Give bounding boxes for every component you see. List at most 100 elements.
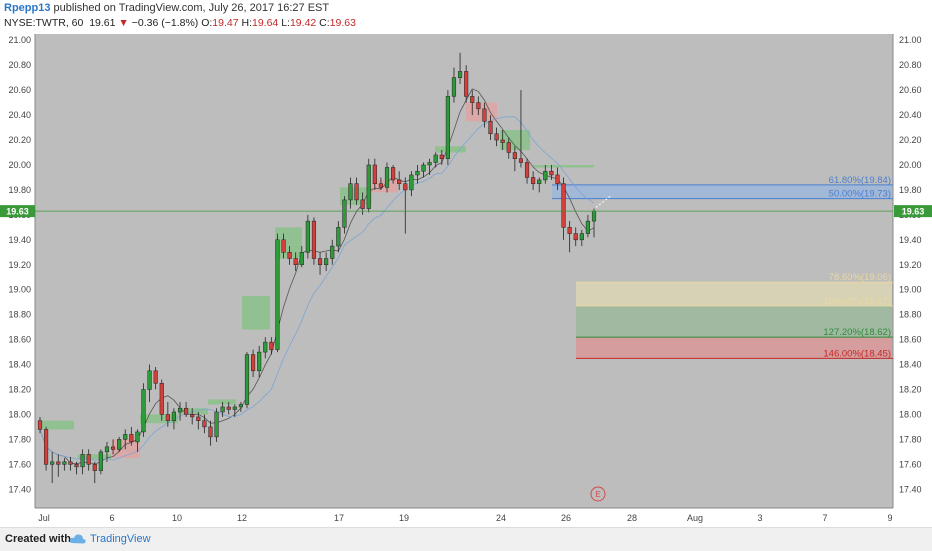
open-label: O: <box>201 17 213 29</box>
candle-body <box>50 461 55 465</box>
candle-body <box>56 461 61 465</box>
candle-body <box>415 170 420 176</box>
candle-body <box>543 170 548 181</box>
fib-zone-green <box>576 305 892 338</box>
candle-body <box>579 233 584 241</box>
ma-slow-line <box>39 116 595 461</box>
candle-body <box>257 351 262 372</box>
y-tick-label-right: 18.00 <box>899 409 922 419</box>
last-price: 19.61 <box>89 17 116 29</box>
x-tick-label: 10 <box>172 513 182 523</box>
candle-body <box>397 179 402 184</box>
candle-body <box>275 239 280 350</box>
candle-body <box>500 139 505 143</box>
earnings-icon-glyph: E <box>595 490 600 499</box>
down-arrow-icon: ▼ <box>118 17 129 29</box>
candle-body <box>287 252 292 259</box>
candle-body <box>488 121 493 135</box>
y-tick-label-right: 19.00 <box>899 285 922 295</box>
zone-box <box>242 295 270 330</box>
candle-body <box>330 245 335 259</box>
y-tick-label-left: 21.00 <box>8 35 31 45</box>
publish-line: Rpepp13 published on TradingView.com, Ju… <box>4 2 329 14</box>
zone-box <box>435 146 466 153</box>
candle-body <box>591 210 597 222</box>
low-value: 19.42 <box>289 17 317 29</box>
y-tick-label-right: 19.20 <box>899 260 922 270</box>
y-tick-label-right: 21.00 <box>899 35 922 45</box>
y-tick-label-right: 18.20 <box>899 385 922 395</box>
candle-body <box>366 164 371 209</box>
y-tick-label-left: 19.80 <box>8 185 31 195</box>
fib-level-label: 78.60%(19.06) <box>829 272 891 283</box>
x-tick-label: 24 <box>496 513 506 523</box>
candle-body <box>305 220 310 253</box>
price-change: −0.36 (−1.8%) <box>131 17 199 29</box>
x-tick-label: 28 <box>627 513 637 523</box>
candle-body <box>317 258 323 266</box>
y-tick-label-left: 18.60 <box>8 335 31 345</box>
price-chart[interactable]: 21.00 21.00 20.80 20.80 20.60 20.60 20.40 20.40… <box>0 30 932 526</box>
y-tick-label-left: 18.20 <box>8 385 31 395</box>
y-tick-label-right: 20.20 <box>899 135 922 145</box>
candle-body <box>159 383 164 415</box>
zone-box <box>40 420 74 430</box>
candle-body <box>251 354 256 372</box>
candle-body <box>184 407 189 415</box>
candle-body <box>147 370 152 390</box>
y-tick-label-right: 17.60 <box>899 459 922 469</box>
candle-body <box>391 167 396 181</box>
fib-zone-blue <box>552 184 892 199</box>
high-label: H: <box>241 17 253 29</box>
fib-level-label: 100.00%(18.87) <box>823 296 891 307</box>
candle-body <box>129 434 134 443</box>
candle-body <box>476 102 481 110</box>
candle-body <box>62 461 67 465</box>
candle-body <box>585 220 590 234</box>
candle-body <box>98 451 103 471</box>
zone-box <box>208 399 236 405</box>
candle-body <box>238 404 243 408</box>
open-value: 19.47 <box>212 17 239 29</box>
candle-body <box>135 431 140 443</box>
price-tag-right-label: 19.63 <box>902 207 925 217</box>
candle-body <box>451 77 457 97</box>
candle-body <box>269 341 274 350</box>
candle-body <box>117 439 122 450</box>
y-tick-label-left: 19.20 <box>8 260 31 270</box>
candle-body <box>494 133 499 141</box>
candle-body <box>37 420 43 430</box>
candle-body <box>555 174 560 184</box>
created-with-label: Created with <box>5 533 72 545</box>
x-tick-label: 26 <box>561 513 571 523</box>
candle-body <box>561 183 566 228</box>
candle-body <box>567 227 572 234</box>
candle-body <box>372 164 377 184</box>
candle-body <box>518 158 524 163</box>
candle-body <box>470 96 475 103</box>
candle-body <box>360 199 365 209</box>
symbol-label: NYSE:TWTR, 60 <box>4 17 84 29</box>
y-tick-label-left: 18.40 <box>8 360 31 370</box>
low-label: L: <box>281 17 290 29</box>
candle-body <box>123 434 128 440</box>
y-tick-label-left: 20.80 <box>8 60 31 70</box>
fib-zone-yellow <box>576 282 892 306</box>
candle-body <box>226 406 231 410</box>
candle-body <box>336 227 341 247</box>
y-tick-label-left: 17.40 <box>8 484 31 494</box>
candle-body <box>439 154 444 159</box>
y-tick-label-left: 17.60 <box>8 459 31 469</box>
x-tick-label: 9 <box>887 513 892 523</box>
author-link[interactable]: Rpepp13 <box>4 2 51 14</box>
zone-box <box>466 102 497 122</box>
tradingview-brand-link[interactable]: TradingView <box>90 533 151 545</box>
candle-body <box>403 183 408 191</box>
y-tick-label-right: 20.00 <box>899 160 922 170</box>
x-tick-label: 3 <box>757 513 762 523</box>
zone-box <box>140 414 178 424</box>
plot-area <box>35 34 893 508</box>
y-tick-label-left: 19.00 <box>8 285 31 295</box>
candle-body <box>378 183 383 188</box>
earnings-icon[interactable] <box>590 486 606 502</box>
